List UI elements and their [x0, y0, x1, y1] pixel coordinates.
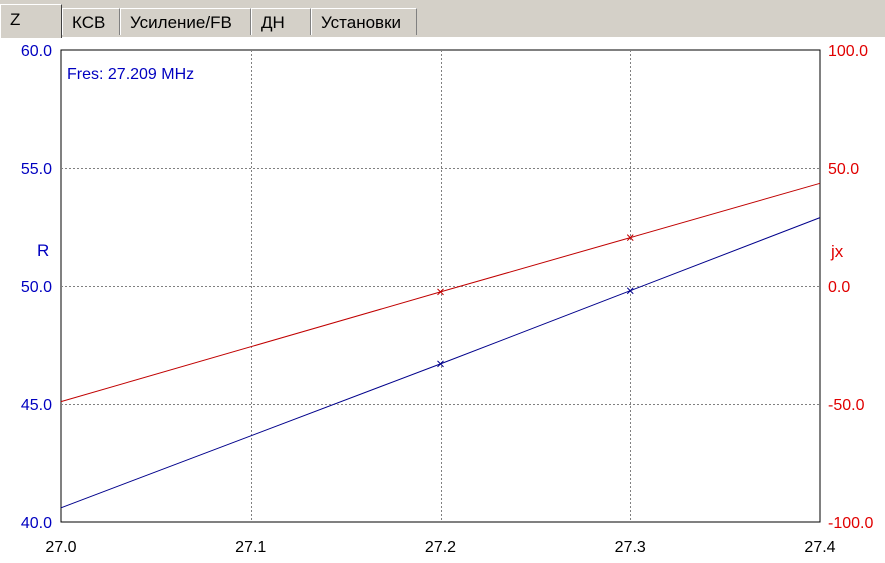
right-y-tick-label: -100.0 [828, 515, 873, 532]
data-point-marker [437, 288, 444, 296]
grid [61, 50, 820, 522]
left-y-tick-label: 60.0 [21, 43, 52, 60]
series-group [60, 182, 821, 509]
data-point-marker [626, 287, 634, 295]
right-y-tick-label: 100.0 [828, 43, 868, 60]
tab-bar: Z КСВ Усиление/FB ДН Установки [0, 0, 885, 38]
left-y-tick-label: 40.0 [21, 515, 52, 532]
left-y-tick-label: 45.0 [21, 397, 52, 414]
right-axis-label: jx [830, 242, 844, 261]
data-point-marker [626, 234, 634, 241]
series-line-r [60, 217, 821, 509]
x-tick-label: 27.4 [804, 539, 835, 556]
resonance-annotation: Fres: 27.209 MHz [67, 66, 194, 83]
x-tick-label: 27.1 [235, 539, 266, 556]
tab-pattern[interactable]: ДН [251, 8, 311, 35]
x-tick-label: 27.0 [45, 539, 76, 556]
left-y-tick-label: 50.0 [21, 279, 52, 296]
tick-labels: 27.0 27.1 27.2 27.3 27.4 40.0 45.0 50.0 55.0 60.0… [21, 43, 874, 556]
right-y-tick-label: 50.0 [828, 161, 859, 178]
data-point-marker [437, 360, 444, 368]
tab-settings[interactable]: Установки [311, 8, 417, 35]
left-axis-label: R [37, 241, 49, 260]
series-line-jx [60, 182, 821, 403]
left-y-tick-label: 55.0 [21, 161, 52, 178]
right-y-tick-label: -50.0 [828, 397, 865, 414]
tab-gain-fb[interactable]: Усиление/FB [120, 8, 251, 35]
right-y-tick-label: 0.0 [828, 279, 850, 296]
x-tick-label: 27.3 [615, 539, 646, 556]
tab-z[interactable]: Z [0, 4, 62, 38]
x-tick-label: 27.2 [425, 539, 456, 556]
tab-swr[interactable]: КСВ [62, 8, 120, 35]
